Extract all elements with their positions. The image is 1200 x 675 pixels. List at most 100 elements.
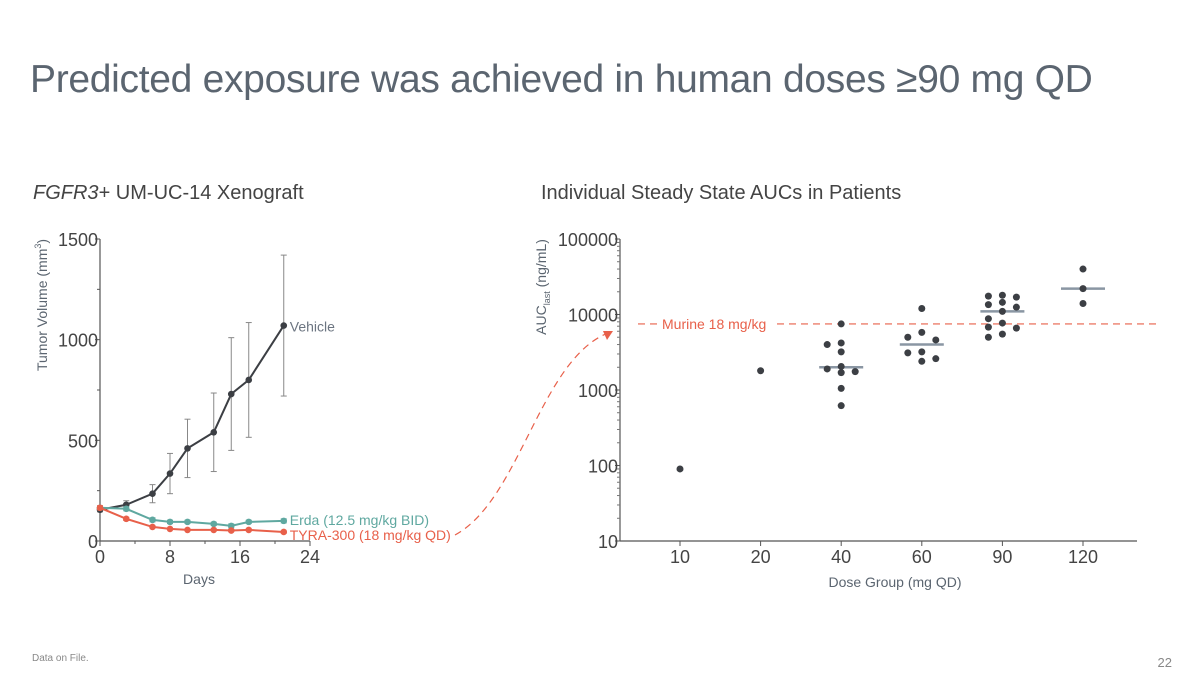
right-y-tick-label: 100000 xyxy=(558,230,618,250)
ylabel-end: ) xyxy=(34,239,50,244)
patient-auc-point xyxy=(984,292,992,300)
ylabel-subscript: last xyxy=(542,291,552,306)
data-point xyxy=(245,526,253,534)
series-0 xyxy=(96,254,288,514)
left-x-axis-label: Days xyxy=(183,571,215,587)
right-y-tick-label: 10000 xyxy=(568,306,618,326)
patient-auc-point xyxy=(918,328,926,336)
data-point xyxy=(227,390,235,398)
series-label: Vehicle xyxy=(290,319,335,335)
data-point xyxy=(210,520,218,528)
left-y-tick-label: 500 xyxy=(68,431,98,451)
data-point xyxy=(122,505,130,513)
patient-auc-point xyxy=(984,333,992,341)
series-line xyxy=(99,325,285,511)
series-2 xyxy=(96,504,288,536)
patient-auc-point xyxy=(984,323,992,331)
data-point xyxy=(166,525,174,533)
patient-auc-point xyxy=(1079,299,1087,307)
dose-group-10 xyxy=(676,465,684,473)
connector-arrow xyxy=(454,332,609,536)
reference-line-label: Murine 18 mg/kg xyxy=(662,316,766,332)
data-point xyxy=(166,470,174,477)
footnote: Data on File. xyxy=(32,653,89,664)
patient-auc-point xyxy=(837,362,845,370)
ylabel-end: (ng/mL) xyxy=(533,239,549,291)
left-x-tick-label: 24 xyxy=(300,547,320,567)
dose-group-40 xyxy=(819,320,864,410)
patient-auc-point xyxy=(998,307,1006,315)
data-point xyxy=(149,490,156,497)
patient-auc-point xyxy=(676,465,684,473)
left-x-tick-label: 8 xyxy=(165,547,175,567)
patient-auc-point xyxy=(837,320,845,328)
patient-auc-point xyxy=(1079,265,1087,273)
series-label: TYRA-300 (18 mg/kg QD) xyxy=(290,527,451,543)
right-chart-title: Individual Steady State AUCs in Patients xyxy=(541,182,902,204)
left-x-tick-label: 16 xyxy=(230,547,250,567)
patient-auc-point xyxy=(837,348,845,356)
left-x-tick-label: 0 xyxy=(95,547,105,567)
right-y-tick-label: 1000 xyxy=(578,381,618,401)
data-point xyxy=(210,428,218,436)
dose-group-20 xyxy=(757,367,765,375)
right-y-tick-label: 10 xyxy=(598,532,618,552)
data-point xyxy=(184,445,191,452)
patient-auc-point xyxy=(904,349,912,357)
patient-auc-point xyxy=(823,341,831,349)
left-chart-title: FGFR3+ UM-UC-14 Xenograft xyxy=(33,182,304,205)
arrow-head-icon xyxy=(603,331,613,340)
data-point xyxy=(149,516,156,524)
patient-auc-point xyxy=(823,365,831,373)
model-name: + UM-UC-14 Xenograft xyxy=(98,182,304,204)
ylabel-superscript: 3 xyxy=(33,244,43,249)
data-point xyxy=(227,527,235,534)
data-point xyxy=(149,523,156,531)
patient-auc-point xyxy=(1012,293,1020,301)
data-point xyxy=(280,322,288,329)
patient-auc-point xyxy=(837,339,845,347)
gene-name: FGFR3 xyxy=(33,182,99,204)
dose-group-60 xyxy=(899,305,944,365)
patient-auc-point xyxy=(984,315,992,323)
patient-auc-point xyxy=(998,291,1006,299)
data-point xyxy=(184,526,191,534)
patient-auc-point xyxy=(837,402,845,410)
patient-auc-point xyxy=(904,333,912,341)
data-point xyxy=(210,526,218,534)
right-x-tick-label: 60 xyxy=(912,547,932,567)
data-point xyxy=(184,518,191,526)
patient-auc-point xyxy=(757,367,765,375)
patient-auc-point xyxy=(998,319,1006,327)
patient-auc-point xyxy=(984,301,992,309)
right-y-axis-label: AUClast (ng/mL) xyxy=(533,239,552,335)
data-point xyxy=(166,518,174,526)
patient-auc-point xyxy=(932,355,940,363)
left-y-tick-label: 0 xyxy=(88,532,98,552)
left-y-tick-label: 1000 xyxy=(58,331,98,351)
data-point xyxy=(227,522,235,530)
patient-auc-point xyxy=(1012,303,1020,311)
right-x-axis-label: Dose Group (mg QD) xyxy=(828,574,961,590)
right-x-tick-label: 10 xyxy=(670,547,690,567)
patient-auc-point xyxy=(918,305,926,313)
right-x-tick-label: 20 xyxy=(751,547,771,567)
left-y-axis-label: Tumor Volume (mm3) xyxy=(33,239,50,371)
right-x-tick-label: 40 xyxy=(831,547,851,567)
patient-auc-point xyxy=(837,369,845,377)
patient-auc-point xyxy=(998,298,1006,306)
right-y-tick-label: 100 xyxy=(588,457,618,477)
dose-group-90 xyxy=(980,291,1025,341)
data-point xyxy=(245,518,253,526)
right-x-tick-label: 90 xyxy=(992,547,1012,567)
data-point xyxy=(122,515,130,523)
patient-auc-point xyxy=(918,348,926,356)
dose-group-120 xyxy=(1061,265,1105,307)
data-point xyxy=(245,376,253,384)
series-1 xyxy=(96,504,288,530)
data-point xyxy=(280,528,288,536)
data-point xyxy=(280,517,288,525)
page-number: 22 xyxy=(1157,655,1172,670)
series-label: Erda (12.5 mg/kg BID) xyxy=(290,512,429,528)
